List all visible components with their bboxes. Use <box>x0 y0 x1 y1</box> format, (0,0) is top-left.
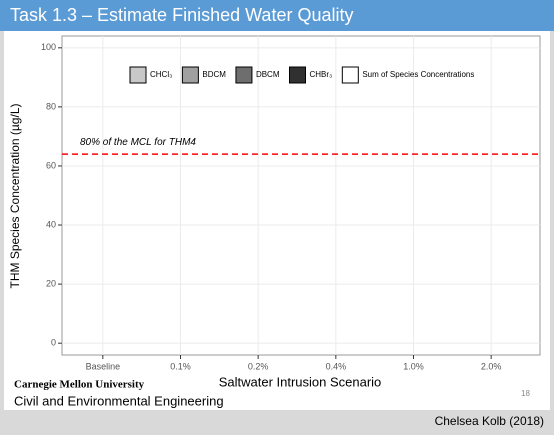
x-tick-label: 1.0% <box>403 361 424 371</box>
title-bar <box>0 0 554 31</box>
x-tick-label: 0.2% <box>248 361 269 371</box>
legend-label: BDCM <box>202 70 226 79</box>
legend: CHCl₃ BDCM DBCM CHBr₃ Sum of Species Concent… <box>129 66 474 84</box>
legend-label: Sum of Species Concentrations <box>362 70 474 79</box>
legend-label: CHBr₃ <box>310 70 333 79</box>
y-tick-label: 0 <box>51 338 56 348</box>
y-tick-label: 40 <box>46 219 56 229</box>
footer-text: Chelsea Kolb (2018) <box>435 414 544 428</box>
plot-panel <box>61 35 541 356</box>
slide-title: Task 1.3 – Estimate Finished Water Quali… <box>10 5 353 25</box>
legend-swatch <box>235 66 253 84</box>
logo-department: Civil and Environmental Engineering <box>14 393 224 408</box>
logo-name: Carnegie Mellon University <box>14 379 145 391</box>
legend-label: CHCl₃ <box>150 70 172 79</box>
legend-swatch <box>181 66 199 84</box>
y-tick-label: 100 <box>41 42 56 52</box>
y-tick-label: 60 <box>46 160 56 170</box>
legend-swatch <box>129 66 147 84</box>
y-tick-label: 80 <box>46 101 56 111</box>
legend-swatch <box>341 66 359 84</box>
legend-label: DBCM <box>256 70 280 79</box>
x-tick-label: 0.1% <box>170 361 191 371</box>
legend-swatch <box>289 66 306 84</box>
footer-bar <box>0 410 554 435</box>
y-axis-title: THM Species Concentration (µg/L) <box>8 104 22 289</box>
x-axis-title: Saltwater Intrusion Scenario <box>219 374 382 389</box>
reference-label: 80% of the MCL for THM4 <box>80 137 196 148</box>
y-tick-label: 20 <box>46 278 56 288</box>
x-tick-label: Baseline <box>86 361 121 371</box>
x-tick-label: 2.0% <box>481 361 502 371</box>
page-number: 18 <box>521 389 530 398</box>
x-tick-label: 0.4% <box>326 361 347 371</box>
